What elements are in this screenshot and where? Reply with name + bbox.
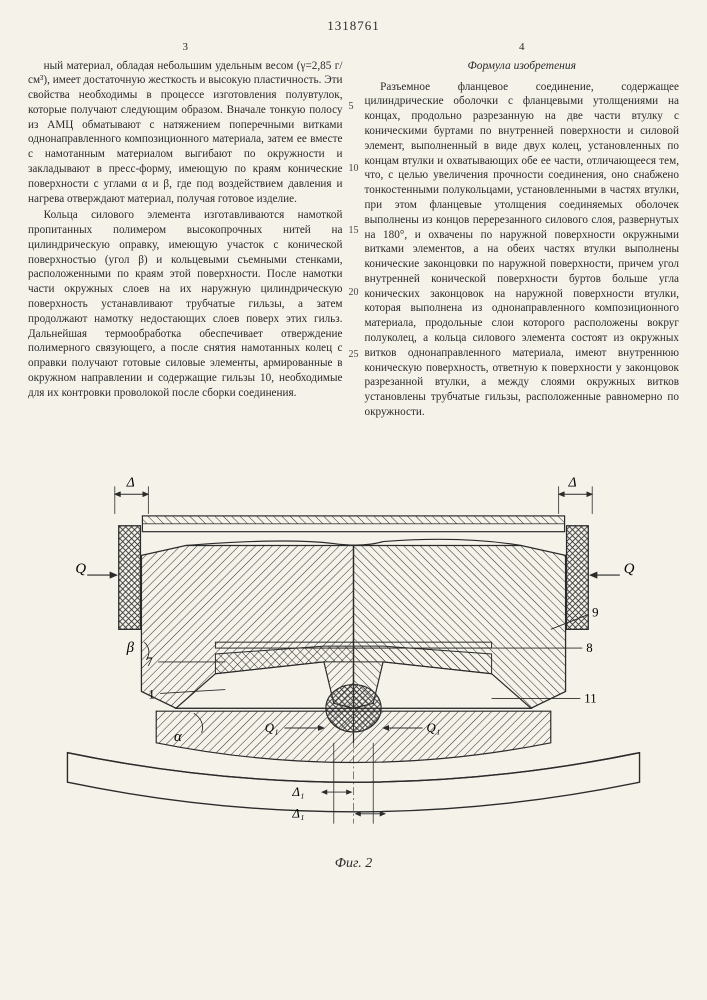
label-Q-right: Q [624, 561, 635, 577]
page: 1318761 3 ный материал, обладая небольши… [0, 0, 707, 1000]
label-beta: β [126, 640, 135, 656]
label-delta-tr: Δ [568, 474, 577, 489]
right-para-1: Разъемное фланцевое соединение, содержащ… [365, 80, 680, 420]
figure-2: Δ Δ Q Q β α 7 1 9 [28, 434, 679, 874]
label-1: 1 [148, 687, 154, 701]
col-left-number: 3 [28, 40, 343, 55]
label-8: 8 [586, 641, 592, 655]
line-marker: 15 [349, 224, 359, 237]
label-delta-tl: Δ [126, 474, 135, 489]
document-number: 1318761 [28, 18, 679, 34]
label-Q-left: Q [75, 561, 86, 577]
line-marker: 20 [349, 286, 359, 299]
line-marker: 5 [349, 100, 354, 113]
line-marker: 25 [349, 348, 359, 361]
label-delta1-a: Δ₁ [291, 785, 304, 799]
figure-svg: Δ Δ Q Q β α 7 1 9 [28, 434, 679, 874]
label-11: 11 [584, 691, 596, 705]
text-columns: 3 ный материал, обладая небольшим удельн… [28, 40, 679, 422]
label-delta1-b: Δ₁ [291, 806, 304, 820]
label-alpha: α [174, 728, 182, 744]
left-column: 3 ный материал, обладая небольшим удельн… [28, 40, 343, 422]
line-marker: 10 [349, 162, 359, 175]
formula-heading: Формула изобретения [365, 59, 680, 74]
col-right-number: 4 [365, 40, 680, 55]
left-para-1: ный материал, обладая небольшим удельным… [28, 59, 343, 207]
label-Q1-right: Q₁ [426, 721, 440, 735]
label-7: 7 [146, 654, 153, 668]
left-para-2: Кольца силового элемента изготавливаются… [28, 208, 343, 400]
figure-caption: Фиг. 2 [335, 856, 373, 872]
label-9: 9 [592, 605, 598, 619]
right-column: 4 5 10 15 20 25 Формула изобретения Разъ… [365, 40, 680, 422]
label-Q1-left: Q₁ [265, 721, 279, 735]
